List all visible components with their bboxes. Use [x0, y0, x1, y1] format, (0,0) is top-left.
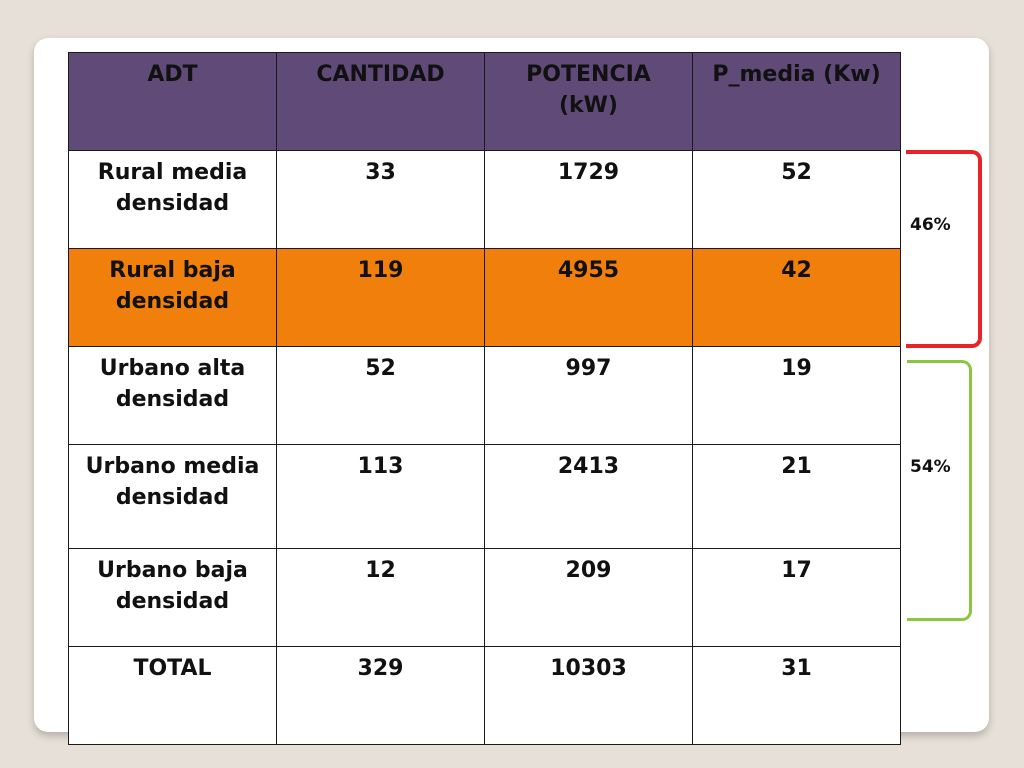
- cell-cantidad: 113: [276, 444, 485, 549]
- table-row: Urbano media densidad 113 2413 21: [68, 444, 901, 549]
- header-p-media: P_media (Kw): [692, 52, 901, 151]
- adt-table: ADT CANTIDAD POTENCIA (kW) P_media (Kw) …: [68, 52, 901, 745]
- cell-potencia: 10303: [484, 646, 693, 745]
- header-adt: ADT: [68, 52, 277, 151]
- cell-adt: Urbano alta densidad: [68, 346, 277, 445]
- cell-cantidad: 329: [276, 646, 485, 745]
- cell-adt: Rural media densidad: [68, 150, 277, 249]
- cell-p-media: 52: [692, 150, 901, 249]
- table-row-total: TOTAL 329 10303 31: [68, 646, 901, 745]
- cell-p-media: 31: [692, 646, 901, 745]
- cell-p-media: 19: [692, 346, 901, 445]
- cell-adt: Urbano media densidad: [68, 444, 277, 549]
- table-header-row: ADT CANTIDAD POTENCIA (kW) P_media (Kw): [68, 52, 901, 151]
- rural-percentage-label: 46%: [910, 215, 951, 235]
- cell-p-media: 17: [692, 548, 901, 647]
- urban-group-bracket: [907, 360, 972, 621]
- cell-potencia: 2413: [484, 444, 693, 549]
- cell-cantidad: 52: [276, 346, 485, 445]
- cell-cantidad: 33: [276, 150, 485, 249]
- cell-adt: TOTAL: [68, 646, 277, 745]
- cell-potencia: 1729: [484, 150, 693, 249]
- header-cantidad: CANTIDAD: [276, 52, 485, 151]
- urban-percentage-label: 54%: [910, 457, 951, 477]
- table-row: Rural media densidad 33 1729 52: [68, 150, 901, 249]
- header-potencia: POTENCIA (kW): [484, 52, 693, 151]
- rural-group-bracket: [906, 150, 982, 348]
- cell-adt: Urbano baja densidad: [68, 548, 277, 647]
- table-row: Urbano baja densidad 12 209 17: [68, 548, 901, 647]
- cell-potencia: 997: [484, 346, 693, 445]
- cell-p-media: 42: [692, 248, 901, 347]
- table-row-highlighted: Rural baja densidad 119 4955 42: [68, 248, 901, 347]
- cell-adt: Rural baja densidad: [68, 248, 277, 347]
- cell-cantidad: 119: [276, 248, 485, 347]
- table-row: Urbano alta densidad 52 997 19: [68, 346, 901, 445]
- cell-cantidad: 12: [276, 548, 485, 647]
- cell-potencia: 209: [484, 548, 693, 647]
- cell-p-media: 21: [692, 444, 901, 549]
- cell-potencia: 4955: [484, 248, 693, 347]
